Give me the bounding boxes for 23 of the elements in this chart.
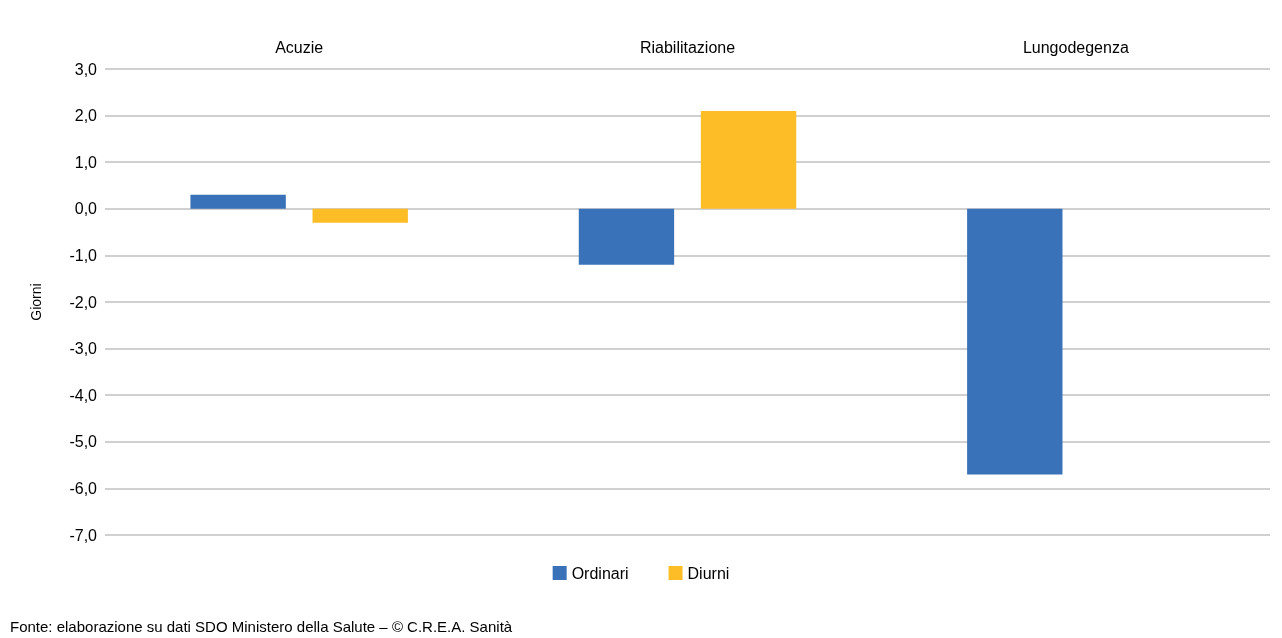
x-tick-label: Lungodegenza [1022,38,1129,56]
y-tick-label: -2,0 [69,293,98,311]
y-tick-label: -3,0 [69,340,98,358]
y-axis-title: Giorni [28,283,44,321]
bar [312,208,408,223]
y-tick-label: 0,0 [74,200,98,218]
bar [578,208,675,265]
y-tick-label: -6,0 [69,479,98,497]
legend-label: Diurni [687,564,730,582]
y-tick-label: 2,0 [74,107,98,125]
y-tick-label: -4,0 [69,386,98,404]
x-tick-label: Riabilitazione [639,38,736,56]
bar [700,110,797,209]
source-note: Fonte: elaborazione su dati SDO Ministero della Salute – © C.R.E.A. Sanità [10,618,513,635]
y-tick-label: -1,0 [69,246,98,264]
legend-label: Ordinari [571,564,629,582]
y-tick-label: 1,0 [74,153,98,171]
x-tick-label: Acuzie [275,38,324,56]
y-tick-label: -5,0 [69,433,98,451]
bar [190,194,286,209]
y-tick-label: 3,0 [74,60,98,78]
bar [967,208,1063,475]
y-tick-label: -7,0 [69,526,98,544]
